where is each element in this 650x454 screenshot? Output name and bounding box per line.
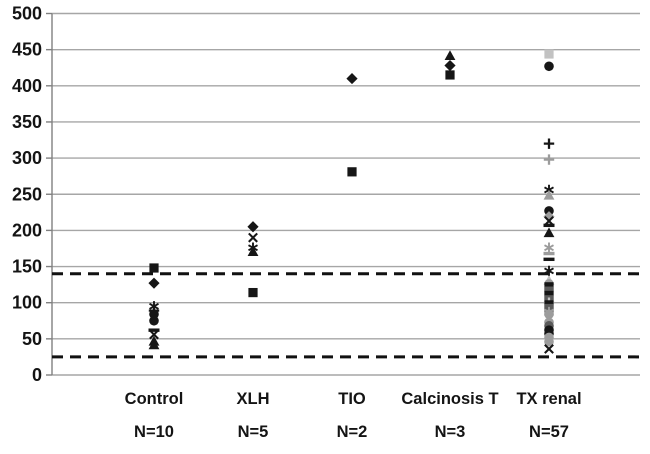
- data-point-triangle: [444, 50, 456, 61]
- y-tick-label: 250: [12, 184, 42, 204]
- y-tick-label: 500: [12, 4, 42, 24]
- category-label: Control: [125, 390, 184, 408]
- data-point-dash: [543, 251, 555, 256]
- data-point-square: [445, 70, 455, 80]
- category-label: Calcinosis T: [401, 390, 498, 408]
- data-point-diamond: [444, 59, 456, 72]
- data-point-plus: [543, 138, 555, 149]
- data-point-diamond: [346, 72, 358, 85]
- data-point-dash: [543, 223, 555, 228]
- data-point-triangle: [543, 227, 555, 238]
- data-point-square: [248, 287, 258, 298]
- data-point-triangle: [148, 339, 160, 350]
- category-count-label: N=57: [529, 423, 569, 441]
- category-count-label: N=3: [435, 423, 466, 441]
- data-point-circle: [544, 206, 554, 216]
- y-tick-label: 0: [32, 365, 42, 385]
- data-point-square: [347, 167, 357, 177]
- data-point-dash: [543, 257, 555, 262]
- data-point-triangle: [543, 189, 555, 200]
- category-count-label: N=10: [134, 423, 174, 441]
- data-point-circle: [149, 315, 159, 326]
- category-count-label: N=2: [337, 423, 368, 441]
- y-tick-label: 100: [12, 293, 42, 313]
- data-point-asterisk: [544, 242, 554, 253]
- y-tick-label: 400: [12, 76, 42, 96]
- y-tick-label: 150: [12, 257, 42, 277]
- category-label: TIO: [338, 390, 366, 408]
- data-point-circle: [544, 336, 554, 347]
- data-point-dash: [148, 328, 160, 332]
- data-point-x: [149, 329, 159, 340]
- data-point-x: [248, 232, 258, 243]
- data-point-diamond: [148, 277, 160, 289]
- data-point-asterisk: [544, 265, 554, 277]
- y-tick-label: 50: [22, 329, 42, 349]
- data-point-square: [149, 263, 159, 273]
- category-label: XLH: [237, 390, 270, 408]
- y-tick-label: 300: [12, 148, 42, 168]
- y-tick-label: 200: [12, 220, 42, 240]
- category-label: TX renal: [516, 390, 581, 408]
- data-point-square: [544, 49, 554, 59]
- y-tick-label: 450: [12, 40, 42, 60]
- data-point-circle: [544, 61, 554, 72]
- category-count-label: N=5: [238, 423, 269, 441]
- data-point-triangle: [247, 246, 259, 256]
- y-tick-label: 350: [12, 112, 42, 132]
- data-point-x: [544, 344, 554, 354]
- data-point-diamond: [247, 221, 259, 233]
- data-point-plus: [543, 154, 555, 165]
